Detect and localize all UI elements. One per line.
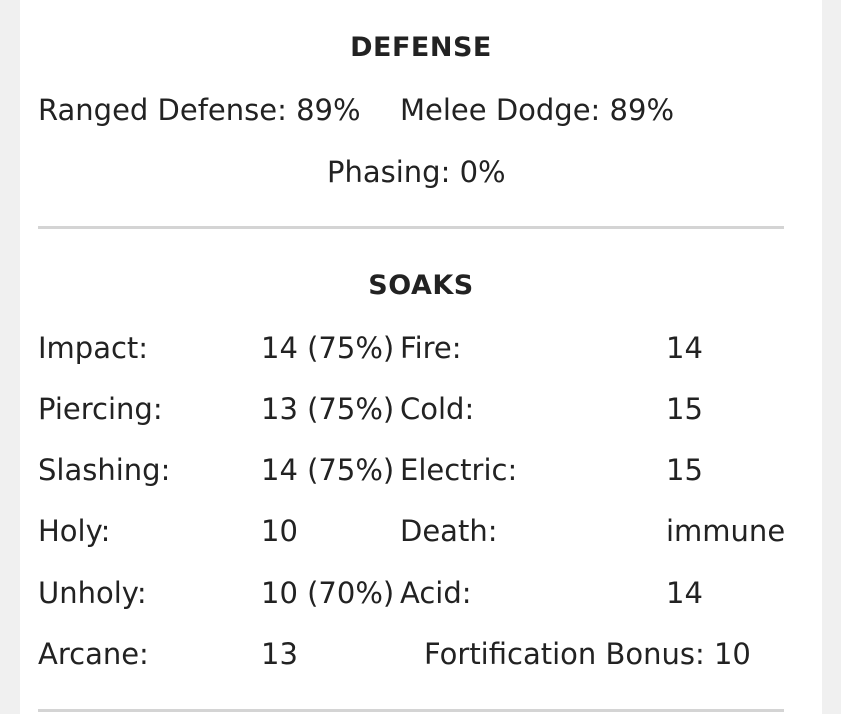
soak-value-cold: 15 [666, 392, 703, 426]
soak-value-unholy: 10 (70%) [261, 576, 395, 610]
soak-label-death: Death: [400, 514, 498, 548]
soak-label-unholy: Unholy: [38, 576, 147, 610]
soak-value-fire: 14 [666, 331, 703, 365]
soak-value-death: immune [666, 514, 786, 548]
soak-label-fire: Fire: [400, 331, 462, 365]
soak-label-impact: Impact: [38, 331, 149, 365]
defense-heading: DEFENSE [350, 32, 492, 63]
soak-value-slashing: 14 (75%) [261, 453, 395, 487]
soak-value-acid: 14 [666, 576, 703, 610]
soak-label-holy: Holy: [38, 514, 111, 548]
soak-label-electric: Electric: [400, 453, 518, 487]
melee-dodge-stat: Melee Dodge: 89% [400, 93, 674, 127]
soak-value-arcane: 13 [261, 637, 298, 671]
ranged-defense-stat: Ranged Defense: 89% [38, 93, 361, 127]
stats-panel: DEFENSE Ranged Defense: 89% Melee Dodge:… [20, 0, 822, 714]
phasing-stat: Phasing: 0% [327, 155, 506, 189]
bottom-divider [38, 709, 784, 712]
fortification-bonus-stat: Fortification Bonus: 10 [424, 637, 751, 671]
soak-value-holy: 10 [261, 514, 298, 548]
soak-label-piercing: Piercing: [38, 392, 163, 426]
section-divider [38, 226, 784, 229]
soak-label-cold: Cold: [400, 392, 475, 426]
soak-label-arcane: Arcane: [38, 637, 149, 671]
soaks-heading: SOAKS [368, 270, 474, 301]
soak-label-acid: Acid: [400, 576, 472, 610]
soak-label-slashing: Slashing: [38, 453, 171, 487]
soak-value-impact: 14 (75%) [261, 331, 395, 365]
soak-value-electric: 15 [666, 453, 703, 487]
soak-value-piercing: 13 (75%) [261, 392, 395, 426]
